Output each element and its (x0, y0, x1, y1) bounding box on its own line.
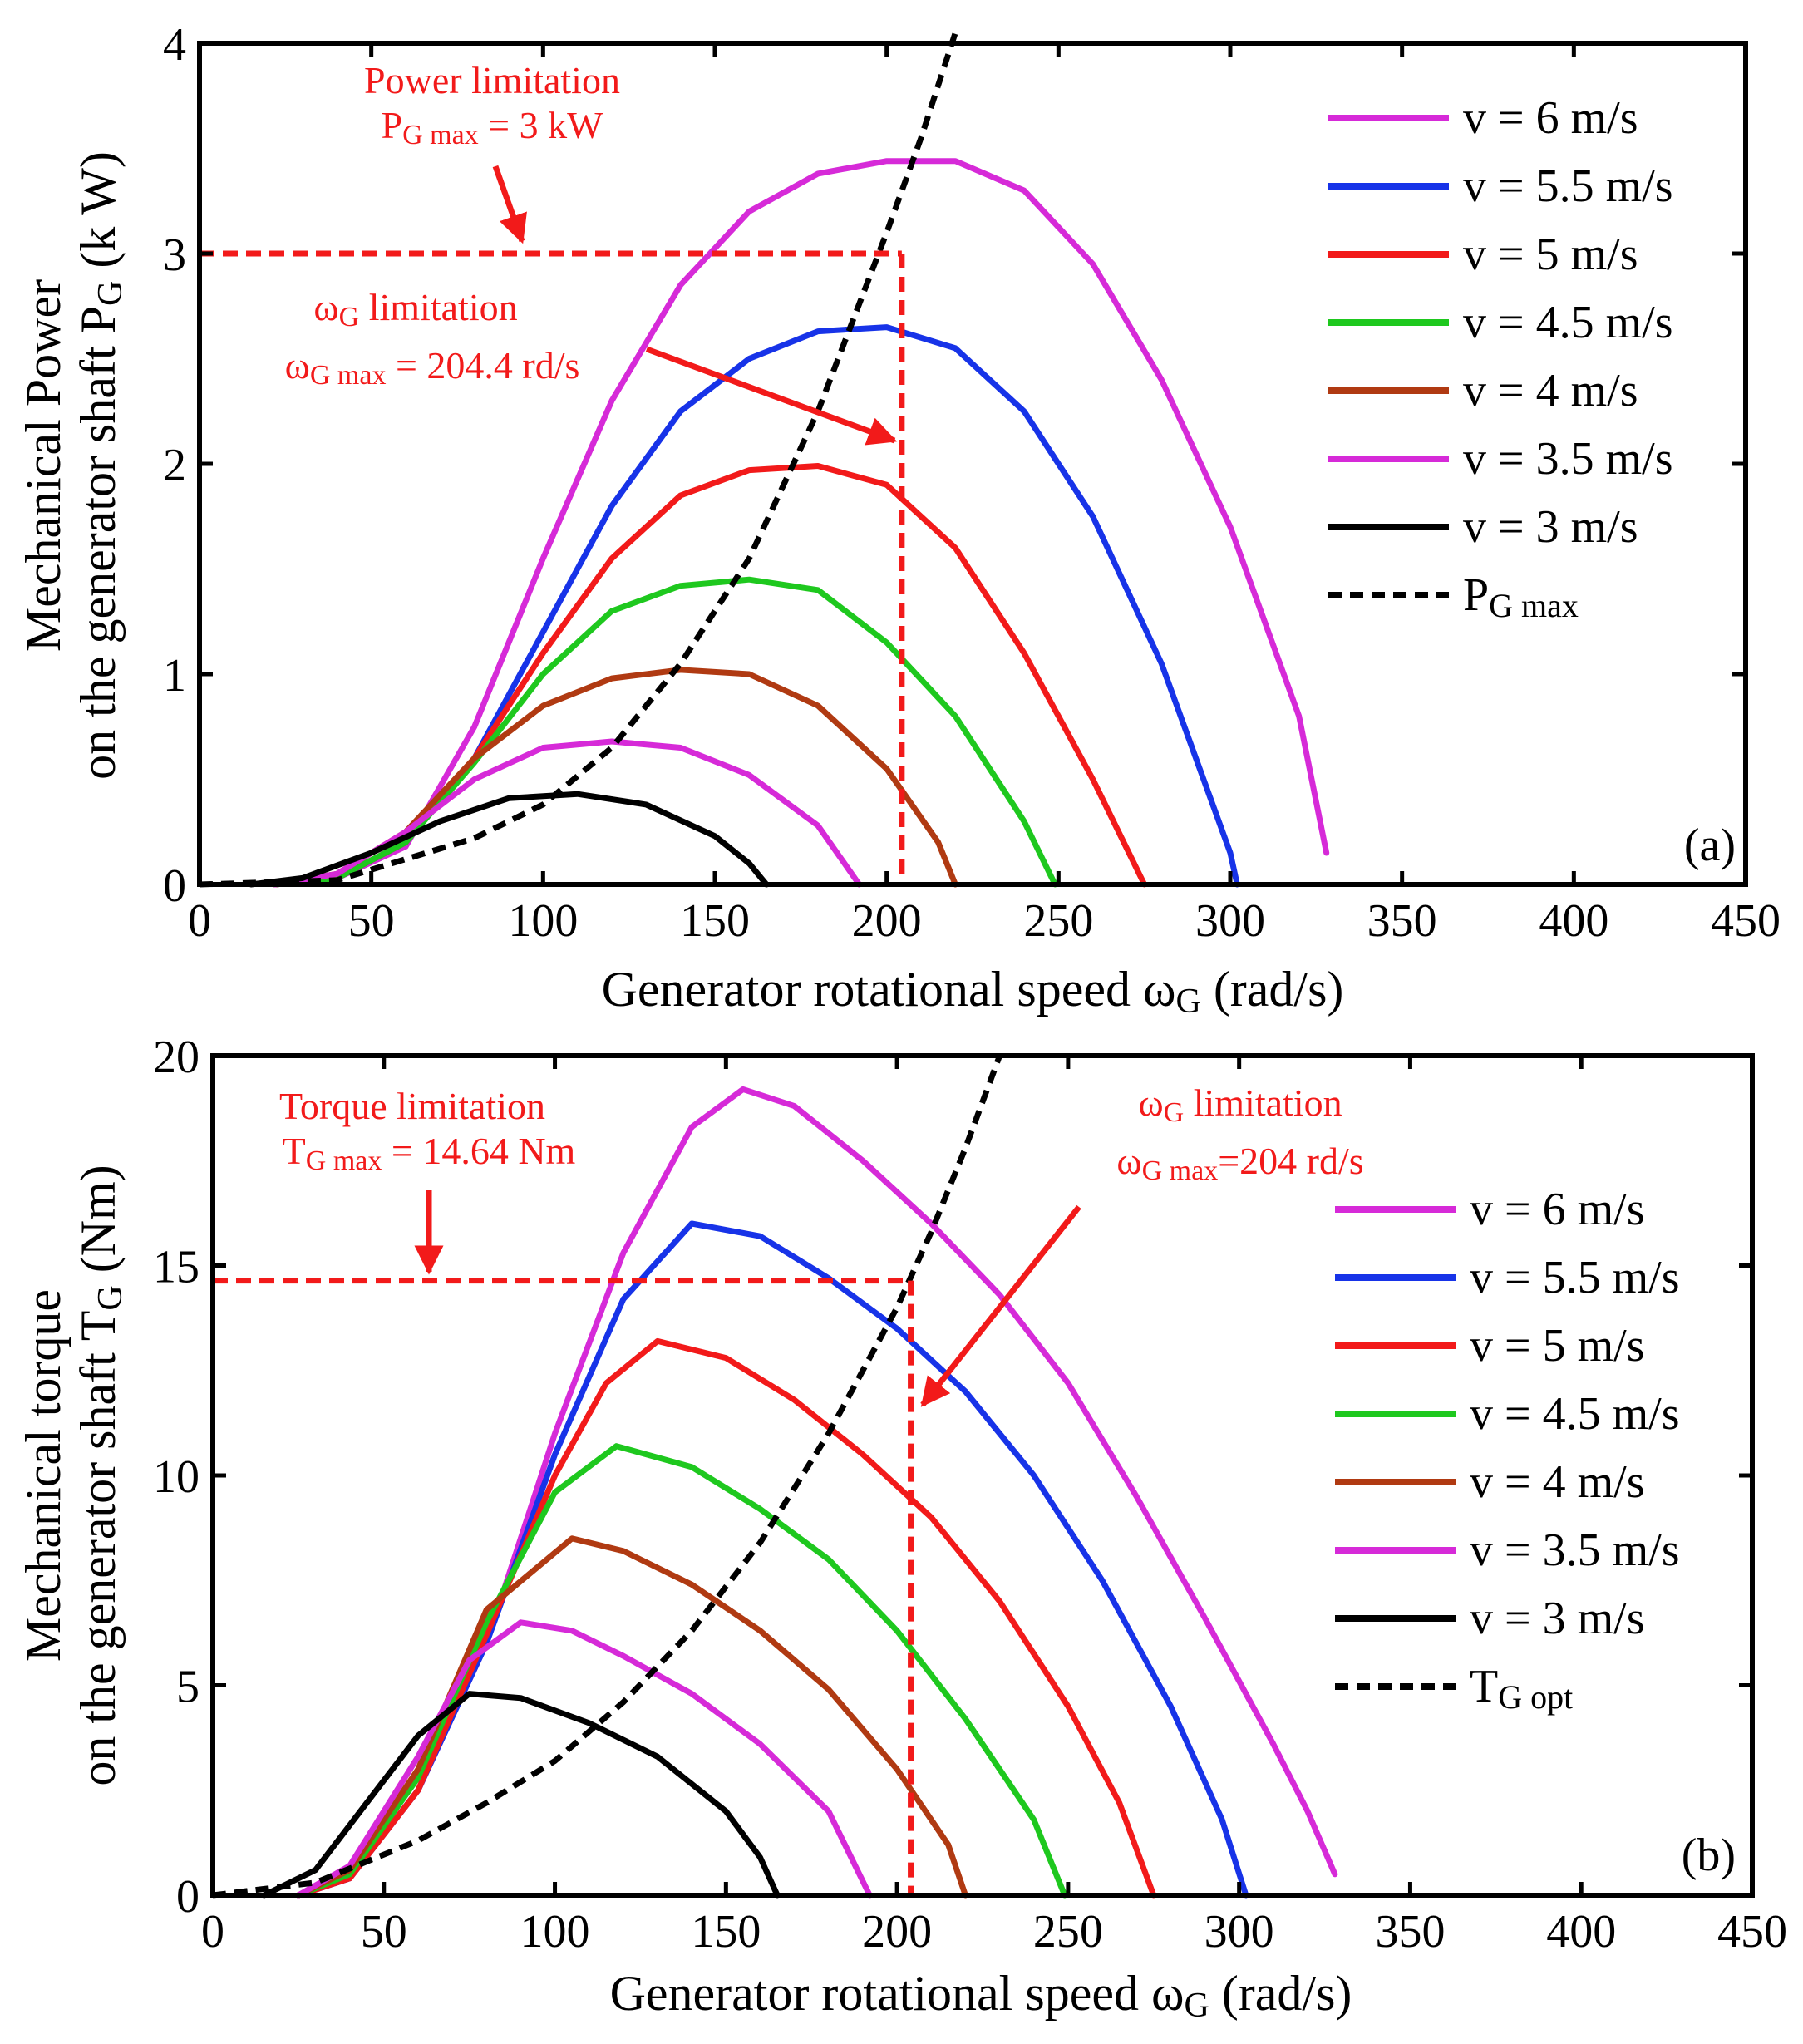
panel-b-legend-label-7: TG opt (1470, 1661, 1573, 1716)
panel-b-annotation-2-arrow (920, 1204, 1081, 1407)
panel-a-x-tick-label: 0 (188, 895, 211, 947)
panel-a-limits (200, 250, 905, 884)
panel-b-tick-labels: 0 50 100 150 200 250 300 350 400 450 0 5 10 15 20 (153, 1032, 1787, 1958)
panel-a-y-tick-label: 3 (163, 229, 186, 281)
panel-a-series-line-3 (272, 576, 1058, 888)
panel-b-legend-label-0: v = 6 m/s (1470, 1184, 1645, 1235)
panel-a-legend-label-4: v = 4 m/s (1463, 365, 1638, 416)
panel-a-x-tick-label: 250 (1023, 895, 1093, 947)
panel-b-series (212, 1054, 1338, 1899)
panel-b-y-tick-label: 0 (176, 1871, 200, 1923)
panel-b-legend-label-3: v = 4.5 m/s (1470, 1388, 1680, 1440)
panel-b-annotation-omega-limitation: ωG limitation ωG max=204 rd/s (920, 1081, 1364, 1407)
panel-b-y-tick-label: 10 (153, 1451, 200, 1503)
panel-b-annotation-2-line2: ωG max=204 rd/s (1116, 1140, 1363, 1186)
panel-b-x-tick-label: 450 (1717, 1906, 1787, 1958)
panel-b-legend-label-1: v = 5.5 m/s (1470, 1252, 1680, 1303)
panel-b-legend-label-6: v = 3 m/s (1470, 1593, 1645, 1644)
panel-b-y-axis-label-line1: Mechanical torque (16, 1289, 71, 1662)
panel-b-legend-label-5: v = 3.5 m/s (1470, 1524, 1680, 1576)
panel-b-series-line-1 (295, 1220, 1249, 1899)
panel-b-annotation-1-line2: TG max = 14.64 Nm (283, 1130, 576, 1176)
panel-b-x-tick-label: 150 (691, 1906, 761, 1958)
panel-b-y-tick-label: 20 (153, 1032, 200, 1083)
panel-b-series-line-5 (295, 1619, 873, 1899)
panel-a-panel-label: (a) (1684, 820, 1736, 871)
panel-a: 0 50 100 150 200 250 300 350 400 450 0 1 2 3 4 Generat… (16, 19, 1781, 1021)
panel-b-panel-label: (b) (1682, 1830, 1736, 1881)
panel-b-x-tick-label: 300 (1204, 1906, 1274, 1958)
panel-a-y-tick-label: 1 (163, 650, 186, 702)
panel-b-series-line-4 (295, 1535, 968, 1899)
panel-a-y-tick-label: 0 (163, 860, 186, 912)
panel-a-series (199, 32, 1330, 888)
panel-a-annotation-1-arrow (492, 165, 527, 244)
panel-a-series-line-2 (272, 463, 1148, 888)
panel-b-series-line-6 (261, 1691, 781, 1899)
panel-a-annotation-omega-limitation: ωG limitation ωG max = 204.4 rd/s (285, 286, 898, 446)
panel-a-annotation-2-arrow (645, 346, 898, 446)
panel-b-x-tick-label: 350 (1375, 1906, 1445, 1958)
panel-b-x-tick-label: 250 (1033, 1906, 1103, 1958)
panel-a-legend-label-7: PG max (1463, 569, 1579, 624)
panel-a-annotation-power-limitation: Power limitation PG max = 3 kW (364, 59, 620, 244)
panel-b-x-tick-label: 0 (201, 1906, 224, 1958)
panel-a-y-axis-label-line1: Mechanical Power (16, 279, 71, 652)
panel-a-x-tick-label: 400 (1539, 895, 1608, 947)
panel-b-x-tick-label: 50 (361, 1906, 407, 1958)
panel-b-series-line-2 (295, 1337, 1157, 1899)
panel-a-x-axis-label: Generator rotational speed ωG (rad/s) (602, 962, 1344, 1021)
panel-a-legend-label-5: v = 3.5 m/s (1463, 433, 1673, 485)
panel-a-x-tick-label: 200 (852, 895, 922, 947)
panel-b-legend-label-2: v = 5 m/s (1470, 1320, 1645, 1372)
panel-a-y-axis-label-line2: on the generator shaft PG (k W) (71, 151, 130, 780)
panel-a-x-tick-label: 100 (508, 895, 578, 947)
panel-a-annotation-2-line1: ωG limitation (313, 286, 517, 332)
panel-b: 0 50 100 150 200 250 300 350 400 450 0 5 10 15 20 Gene… (16, 1032, 1787, 2025)
panel-a-legend-label-2: v = 5 m/s (1463, 229, 1638, 280)
panel-a-tick-labels: 0 50 100 150 200 250 300 350 400 450 0 1 2 3 4 (163, 19, 1781, 947)
panel-b-series-line-0 (295, 1086, 1338, 1899)
panel-a-legend: v = 6 m/s v = 5.5 m/s v = 5 m/s v = 4.5 m/s… (1328, 92, 1673, 624)
panel-b-legend: v = 6 m/s v = 5.5 m/s v = 5 m/s v = 4.5 m/s… (1335, 1184, 1680, 1716)
panel-b-ticks (210, 1053, 1755, 1898)
panel-b-series-line-3 (295, 1443, 1068, 1899)
panel-a-y-tick-label: 4 (163, 19, 186, 71)
panel-a-annotation-1-line2: PG max = 3 kW (381, 104, 603, 150)
panel-b-y-axis-label-line2: on the generator shaft TG (Nm) (71, 1165, 130, 1785)
panel-b-annotation-torque-limitation: Torque limitation TG max = 14.64 Nm (279, 1085, 576, 1275)
panel-b-x-tick-label: 200 (862, 1906, 932, 1958)
panel-b-annotation-2-line1: ωG limitation (1138, 1081, 1342, 1128)
panel-a-series-line-6 (248, 791, 770, 888)
panel-a-x-tick-label: 350 (1367, 895, 1437, 947)
panel-a-series-line-0 (272, 158, 1330, 888)
panel-a-x-tick-label: 50 (348, 895, 395, 947)
panel-b-y-tick-label: 15 (153, 1242, 200, 1293)
panel-a-series-line-7 (199, 32, 958, 888)
panel-a-annotation-2-line2: ωG max = 204.4 rd/s (285, 344, 580, 391)
panel-a-x-tick-label: 450 (1711, 895, 1781, 947)
panel-a-series-line-1 (272, 324, 1240, 888)
panel-a-legend-label-3: v = 4.5 m/s (1463, 297, 1673, 348)
panel-a-x-tick-label: 300 (1195, 895, 1265, 947)
panel-b-series-line-7 (212, 1054, 1002, 1899)
panel-a-ticks (197, 41, 1748, 887)
panel-b-limits (213, 1278, 914, 1895)
panel-b-y-tick-label: 5 (176, 1662, 200, 1713)
panel-b-annotation-1-line1: Torque limitation (279, 1085, 545, 1127)
panel-b-x-tick-label: 400 (1546, 1906, 1616, 1958)
panel-a-y-tick-label: 2 (163, 440, 186, 491)
panel-a-x-tick-label: 150 (680, 895, 750, 947)
panel-b-legend-label-4: v = 4 m/s (1470, 1456, 1645, 1508)
panel-a-annotation-1-line1: Power limitation (364, 59, 620, 101)
panel-a-legend-label-6: v = 3 m/s (1463, 501, 1638, 553)
panel-b-x-axis-label: Generator rotational speed ωG (rad/s) (610, 1966, 1352, 2025)
panel-a-legend-label-1: v = 5.5 m/s (1463, 160, 1673, 212)
panel-b-x-tick-label: 100 (520, 1906, 590, 1958)
panel-a-legend-label-0: v = 6 m/s (1463, 92, 1638, 144)
